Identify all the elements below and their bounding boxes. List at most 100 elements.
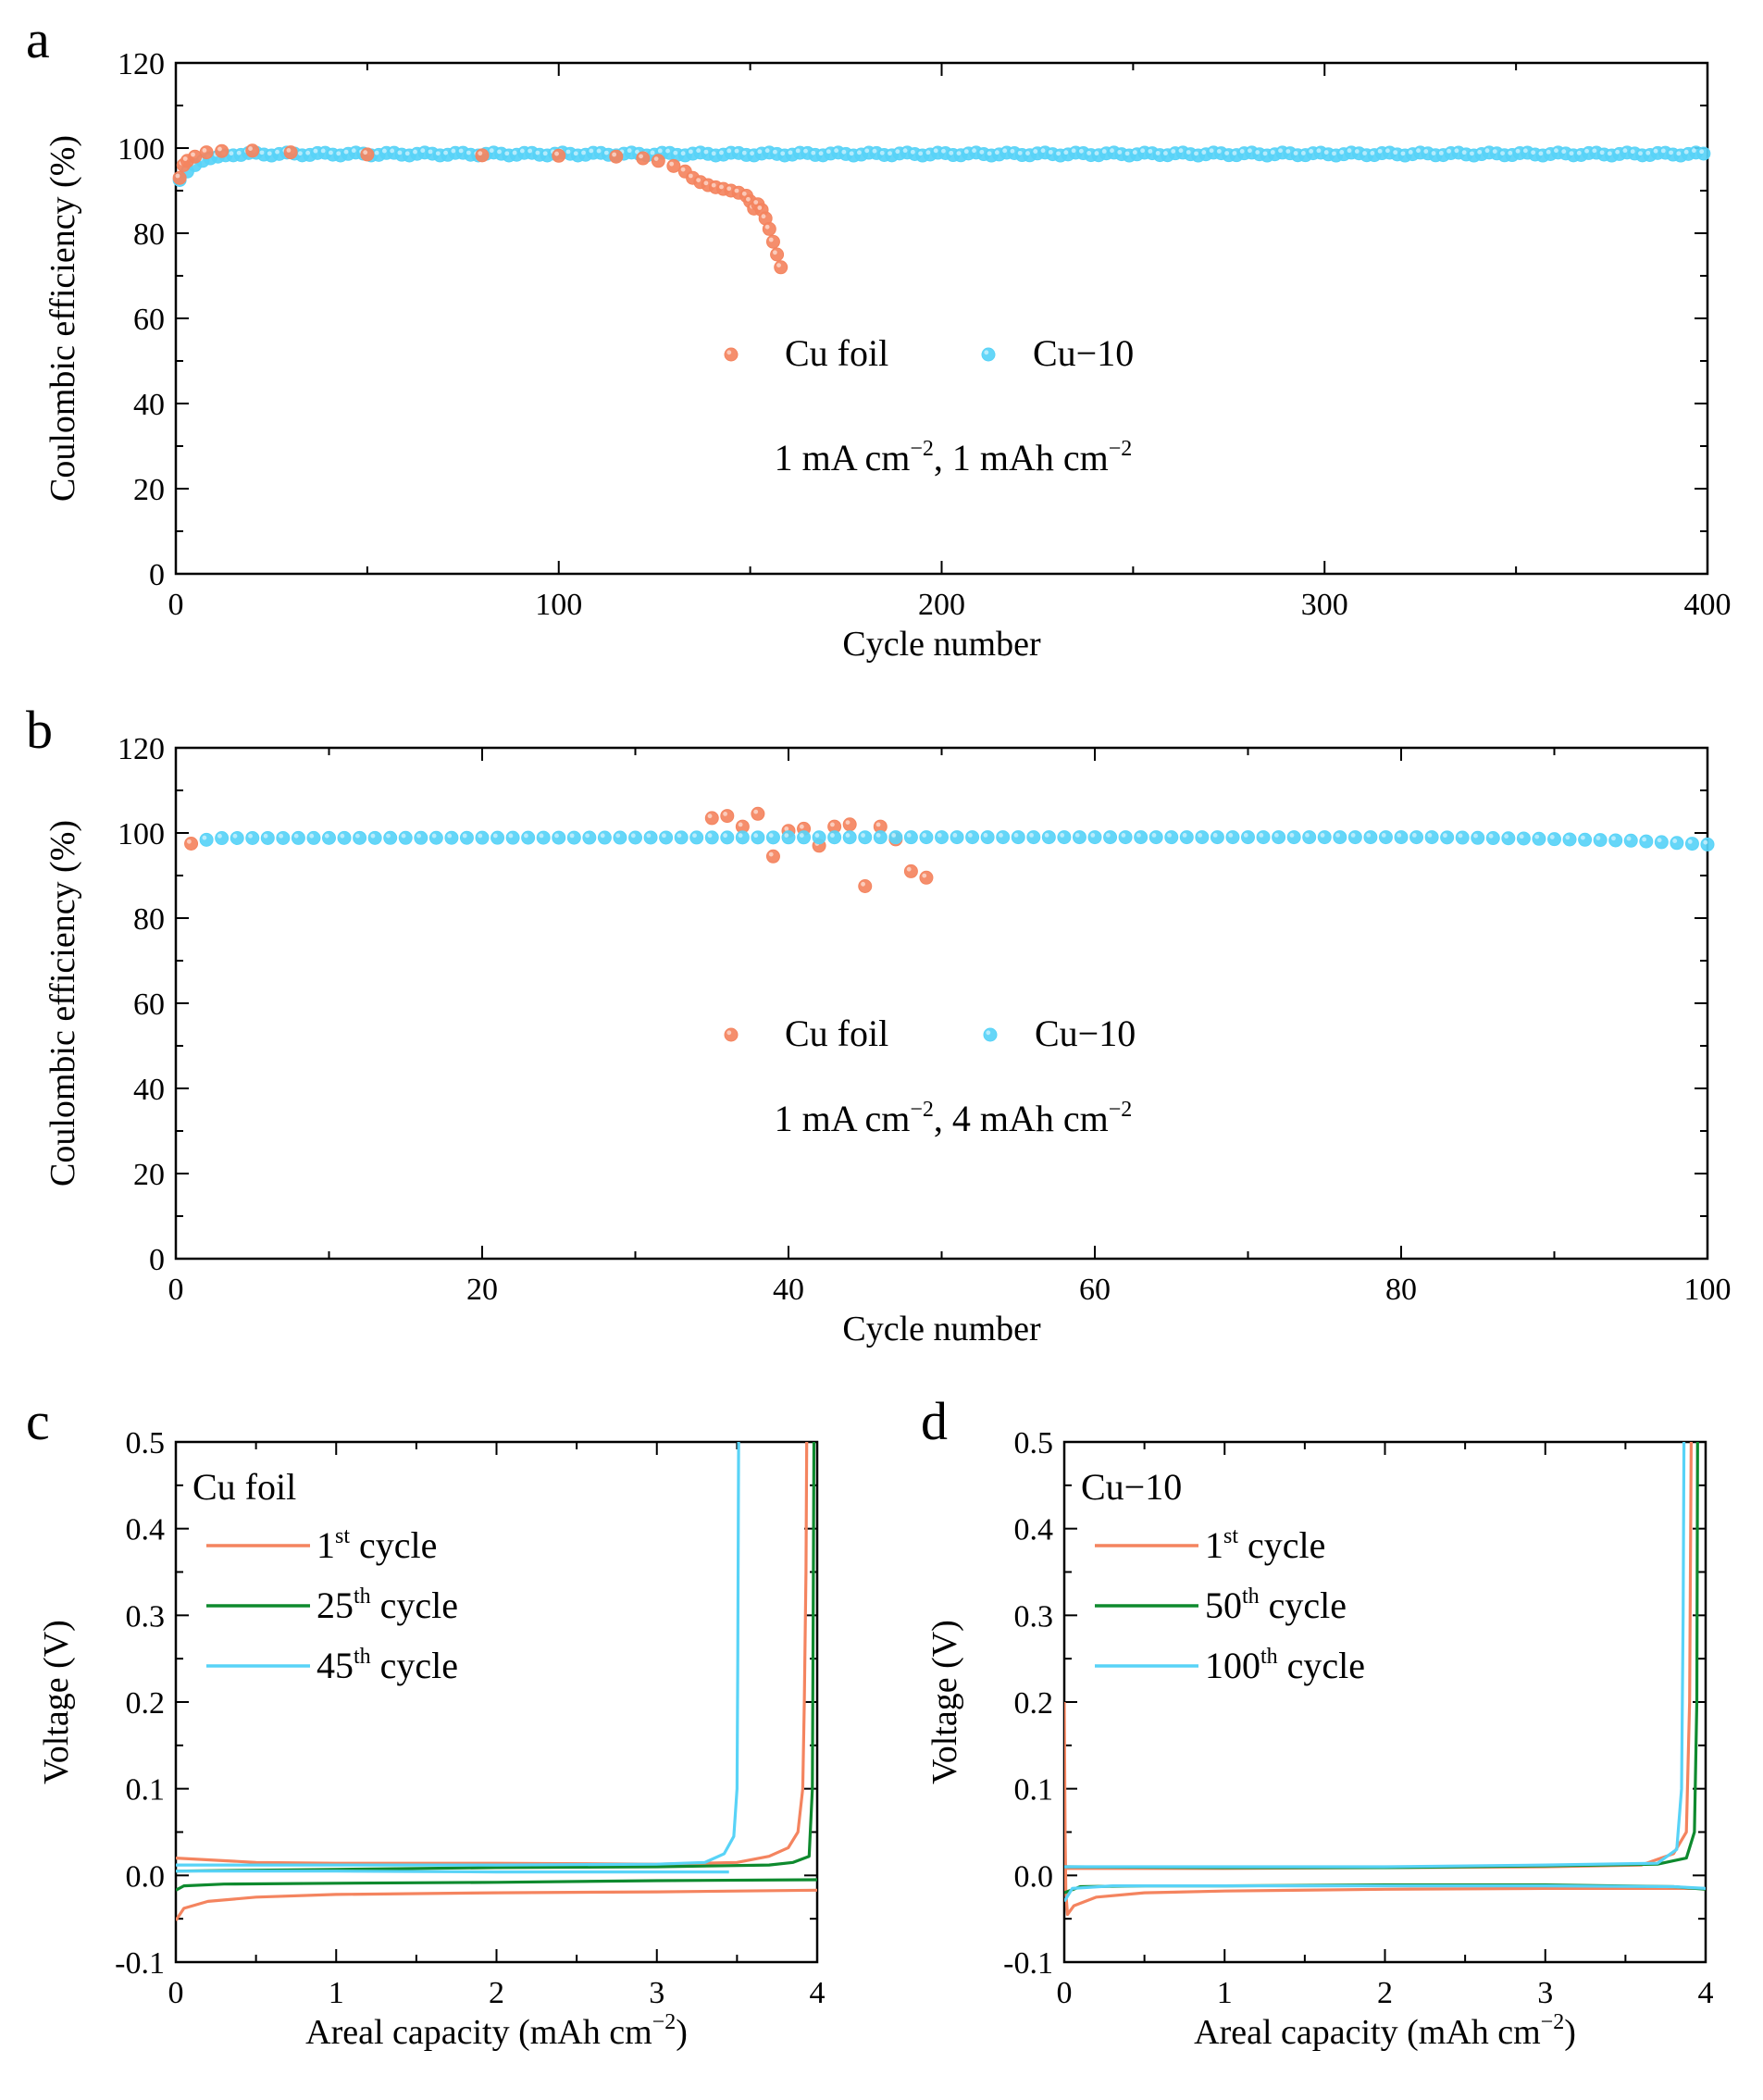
data-point-cu10-highlight	[1672, 839, 1678, 843]
legend-label_num: 1	[317, 1524, 335, 1566]
data-point-cu10-highlight	[404, 151, 410, 156]
data-point-cu10	[367, 830, 382, 845]
data-point-cu-foil-highlight	[768, 237, 774, 242]
data-point-cu10-highlight	[1683, 149, 1689, 155]
data-point-cu10-highlight	[374, 150, 379, 155]
data-point-cu10-highlight	[1071, 148, 1076, 154]
data-point-cu10-highlight	[1638, 151, 1643, 156]
data-point-cu10-highlight	[1056, 151, 1061, 156]
data-point-cu10-highlight	[1458, 833, 1463, 839]
y-tick-label: 80	[133, 902, 165, 937]
curve-1st-cycle-discharge	[176, 1888, 817, 1921]
data-point-cu10-highlight	[585, 833, 590, 839]
data-point-cu10-highlight	[539, 833, 544, 839]
data-point-cu10-highlight	[814, 833, 820, 838]
data-point-cu10-highlight	[952, 833, 958, 838]
data-point-cu10-highlight	[1622, 148, 1628, 154]
data-point-cu10-highlight	[861, 833, 865, 838]
data-point-cu10	[521, 830, 536, 845]
data-point-cu10	[751, 830, 765, 845]
data-point-cu-foil-highlight	[653, 156, 659, 162]
panel-letter: d	[921, 1391, 948, 1451]
y-tick-label: 0.2	[1014, 1686, 1054, 1721]
y-tick-label: 0.5	[1014, 1426, 1054, 1460]
y-tick-label: 100	[118, 132, 165, 167]
data-point-cu10-highlight	[1366, 833, 1372, 838]
data-point-cu10-highlight	[772, 149, 777, 155]
legend-label-cu-foil: Cu foil	[785, 332, 888, 374]
data-point-cu10-highlight	[849, 151, 854, 156]
data-point-cu10-highlight	[1565, 835, 1571, 840]
data-point-cu10-highlight	[910, 149, 915, 155]
data-point-cu10-highlight	[1653, 148, 1658, 154]
data-point-cu10-highlight	[492, 833, 498, 839]
x-axis-title-xlabel_sup: −2	[1541, 2010, 1565, 2034]
data-point-cu-foil-highlight	[875, 822, 881, 827]
data-point-cu10-highlight	[1477, 149, 1483, 155]
panel-title: Cu foil	[192, 1466, 296, 1508]
data-point-cu10-highlight	[1488, 833, 1494, 839]
data-point-cu-foil-highlight	[680, 167, 686, 172]
legend-label_rest: cycle	[1260, 1584, 1347, 1626]
x-tick-label: 0	[168, 588, 184, 622]
data-point-cu10-highlight	[956, 151, 962, 156]
data-point-cu-foil	[184, 837, 199, 851]
data-point-cu10	[1011, 830, 1025, 845]
data-point-cu10-highlight	[1339, 150, 1345, 155]
data-point-cu10-highlight	[949, 150, 954, 155]
data-point-cu10-highlight	[462, 833, 467, 839]
data-point-cu10-highlight	[979, 149, 985, 155]
data-point-cu-foil-highlight	[696, 178, 701, 183]
data-point-cu10	[980, 830, 995, 845]
data-point-cu10	[1394, 830, 1409, 845]
data-point-cu10-highlight	[497, 149, 502, 155]
data-point-cu10-highlight	[309, 833, 315, 839]
legend-label_sup: st	[1223, 1524, 1238, 1548]
data-point-cu10-highlight	[688, 149, 693, 155]
data-point-cu10	[1272, 830, 1286, 845]
data-point-cu10-highlight	[1454, 148, 1459, 154]
data-point-cu10	[1532, 831, 1546, 846]
data-point-cu10-highlight	[1309, 148, 1314, 154]
condition-annotation: 1 mA cm−2, 4 mAh cm−2	[775, 1098, 1133, 1139]
data-point-cu10	[1195, 830, 1210, 845]
y-tick-label: 60	[133, 988, 165, 1022]
data-point-cu10-highlight	[841, 149, 847, 155]
data-point-cu10	[505, 830, 520, 845]
legend-label_rest: cycle	[350, 1524, 437, 1566]
data-point-cu10	[230, 831, 244, 846]
data-point-cu10-highlight	[596, 148, 602, 154]
data-point-cu10-highlight	[627, 148, 632, 154]
data-point-cu10-highlight	[524, 833, 528, 839]
data-point-cu10-highlight	[413, 149, 417, 155]
x-tick-label: 80	[1385, 1273, 1417, 1307]
data-point-cu10-highlight	[1645, 150, 1651, 155]
data-point-cu10-highlight	[435, 151, 441, 156]
data-point-cu10-highlight	[1504, 834, 1509, 839]
data-point-cu-foil-highlight	[186, 839, 192, 844]
data-point-cu-foil-highlight	[922, 873, 927, 878]
y-tick-label: 0.4	[1014, 1513, 1054, 1547]
data-point-cu10	[1623, 833, 1638, 848]
data-point-cu10-highlight	[293, 833, 299, 839]
data-point-cu-foil	[188, 149, 203, 164]
data-point-cu10-highlight	[1630, 149, 1635, 155]
data-point-cu10-highlight	[1347, 148, 1352, 154]
data-point-cu10-highlight	[1377, 148, 1383, 154]
data-point-cu10	[827, 830, 842, 845]
data-point-cu-foil-highlight	[741, 191, 747, 196]
data-point-cu10	[1333, 830, 1347, 845]
data-point-cu10-highlight	[340, 833, 345, 839]
data-point-cu10-highlight	[267, 151, 272, 156]
x-axis-title-xlabel_sup: −2	[652, 2010, 677, 2034]
data-point-cu10-highlight	[343, 149, 349, 155]
y-tick-label: 40	[133, 1073, 165, 1107]
data-point-cu10-highlight	[925, 150, 931, 155]
data-point-cu10-highlight	[692, 833, 697, 839]
data-point-cu-foil	[245, 143, 260, 158]
data-point-cu10-highlight	[1703, 839, 1708, 845]
data-point-cu10-highlight	[1350, 833, 1356, 838]
data-point-cu10-highlight	[673, 150, 678, 155]
data-point-cu10	[1134, 830, 1148, 845]
data-point-cu10-highlight	[726, 148, 732, 154]
